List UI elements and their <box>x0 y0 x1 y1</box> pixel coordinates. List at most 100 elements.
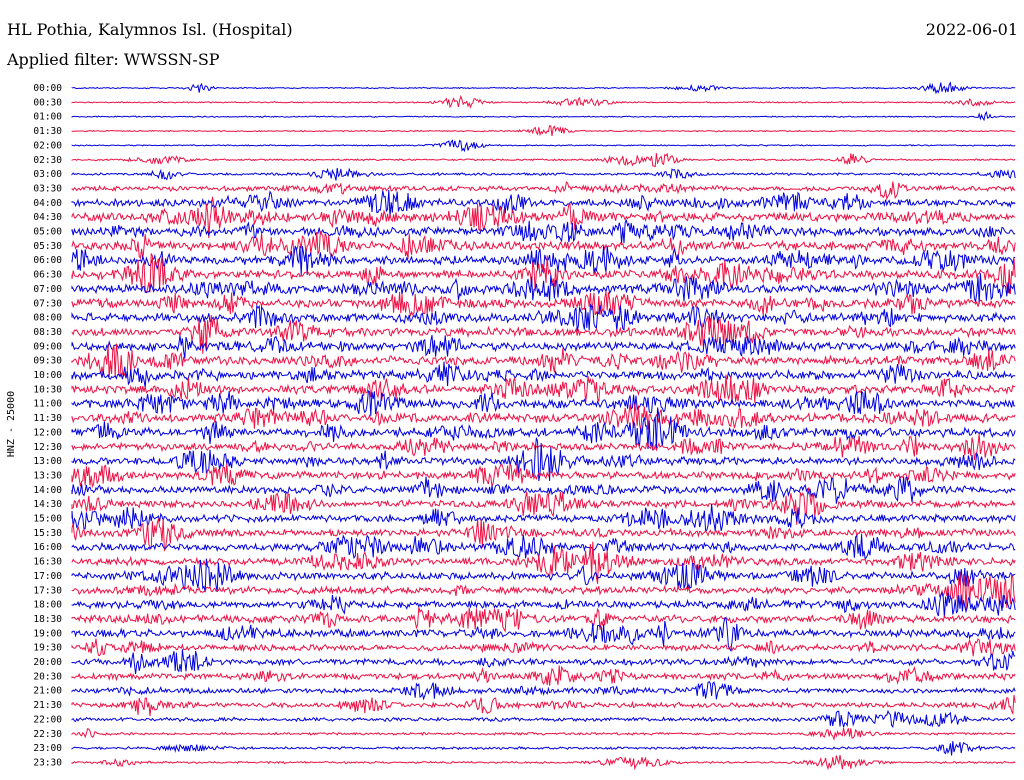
trace-0630 <box>71 253 1016 295</box>
time-label-1100: 11:00 <box>33 399 62 410</box>
trace-1300 <box>71 437 1016 482</box>
time-label-0330: 03:30 <box>33 183 62 194</box>
filter-label: Applied filter: WWSSN-SP <box>7 50 220 69</box>
trace-1830 <box>71 606 1016 633</box>
trace-2100 <box>71 680 1016 701</box>
trace-1430 <box>71 487 1016 525</box>
time-label-1400: 14:00 <box>33 485 62 496</box>
trace-2230 <box>71 727 1016 741</box>
time-label-0000: 00:00 <box>33 83 62 94</box>
trace-1130 <box>71 403 1016 431</box>
trace-1230 <box>71 433 1016 460</box>
trace-1730 <box>71 571 1016 609</box>
time-label-1430: 14:30 <box>33 499 62 510</box>
station-title: HL Pothia, Kalymnos Isl. (Hospital) <box>7 20 293 39</box>
time-label-0400: 04:00 <box>33 198 62 209</box>
trace-0500 <box>71 219 1016 244</box>
time-label-1300: 13:00 <box>33 456 62 467</box>
trace-0430 <box>71 196 1016 239</box>
time-label-0530: 05:30 <box>33 241 62 252</box>
trace-0830 <box>71 314 1016 354</box>
time-label-1930: 19:30 <box>33 643 62 654</box>
trace-1800 <box>71 591 1016 618</box>
trace-0930 <box>71 343 1016 379</box>
trace-0000 <box>71 81 1016 95</box>
time-label-0630: 06:30 <box>33 270 62 281</box>
trace-2030 <box>71 665 1016 686</box>
time-label-1630: 16:30 <box>33 557 62 568</box>
time-label-0100: 01:00 <box>33 112 62 123</box>
trace-1400 <box>71 476 1016 504</box>
time-label-1500: 15:00 <box>33 514 62 525</box>
trace-1500 <box>71 503 1016 532</box>
time-label-1000: 10:00 <box>33 370 62 381</box>
time-label-2200: 22:00 <box>33 714 62 725</box>
time-label-1730: 17:30 <box>33 585 62 596</box>
time-label-1830: 18:30 <box>33 614 62 625</box>
time-label-0700: 07:00 <box>33 284 62 295</box>
trace-1630 <box>71 541 1016 584</box>
time-label-1600: 16:00 <box>33 542 62 553</box>
trace-0300 <box>71 167 1016 181</box>
trace-2300 <box>71 741 1016 756</box>
trace-0730 <box>71 291 1016 318</box>
trace-2000 <box>71 649 1016 675</box>
trace-2330 <box>71 755 1016 771</box>
time-label-1330: 13:30 <box>33 470 62 481</box>
trace-0200 <box>71 139 1016 153</box>
time-label-1700: 17:00 <box>33 571 62 582</box>
trace-0800 <box>71 303 1016 332</box>
time-label-0730: 07:30 <box>33 298 62 309</box>
time-label-1130: 11:30 <box>33 413 62 424</box>
trace-0900 <box>71 335 1016 359</box>
time-label-0030: 00:30 <box>33 97 62 108</box>
time-label-1030: 10:30 <box>33 384 62 395</box>
trace-2200 <box>71 709 1016 728</box>
trace-1200 <box>71 407 1016 451</box>
trace-0030 <box>71 94 1016 109</box>
time-label-0300: 03:00 <box>33 169 62 180</box>
trace-0100 <box>71 110 1016 122</box>
trace-1530 <box>71 518 1016 552</box>
time-label-2330: 23:30 <box>33 757 62 768</box>
trace-1700 <box>71 558 1016 593</box>
trace-1100 <box>71 389 1016 416</box>
trace-1330 <box>71 462 1016 489</box>
trace-1900 <box>71 616 1016 652</box>
trace-0230 <box>71 152 1016 168</box>
time-label-0130: 01:30 <box>33 126 62 137</box>
time-label-2300: 23:00 <box>33 743 62 754</box>
time-label-0830: 08:30 <box>33 327 62 338</box>
time-label-2130: 21:30 <box>33 700 62 711</box>
time-label-2230: 22:30 <box>33 729 62 740</box>
time-label-2000: 20:00 <box>33 657 62 668</box>
time-label-0430: 04:30 <box>33 212 62 223</box>
time-label-0500: 05:00 <box>33 227 62 238</box>
time-label-0230: 02:30 <box>33 155 62 166</box>
trace-0130 <box>71 124 1016 137</box>
trace-1030 <box>71 374 1016 405</box>
y-axis-label: HNZ - 25000 <box>6 391 17 457</box>
time-label-1800: 18:00 <box>33 600 62 611</box>
trace-0400 <box>71 189 1016 217</box>
time-label-0930: 09:30 <box>33 356 62 367</box>
time-label-2100: 21:00 <box>33 686 62 697</box>
trace-1600 <box>71 534 1016 561</box>
trace-0700 <box>71 273 1016 304</box>
trace-2130 <box>71 694 1016 717</box>
time-label-0600: 06:00 <box>33 255 62 266</box>
trace-1930 <box>71 638 1016 657</box>
trace-0530 <box>71 231 1016 260</box>
time-label-0800: 08:00 <box>33 313 62 324</box>
time-label-1900: 19:00 <box>33 628 62 639</box>
record-date: 2022-06-01 <box>925 20 1018 39</box>
time-label-1200: 12:00 <box>33 427 62 438</box>
trace-0330 <box>71 181 1016 201</box>
time-label-1230: 12:30 <box>33 442 62 453</box>
time-label-1530: 15:30 <box>33 528 62 539</box>
trace-1000 <box>71 361 1016 388</box>
time-label-2030: 20:30 <box>33 671 62 682</box>
time-label-0900: 09:00 <box>33 341 62 352</box>
time-label-0200: 02:00 <box>33 140 62 151</box>
